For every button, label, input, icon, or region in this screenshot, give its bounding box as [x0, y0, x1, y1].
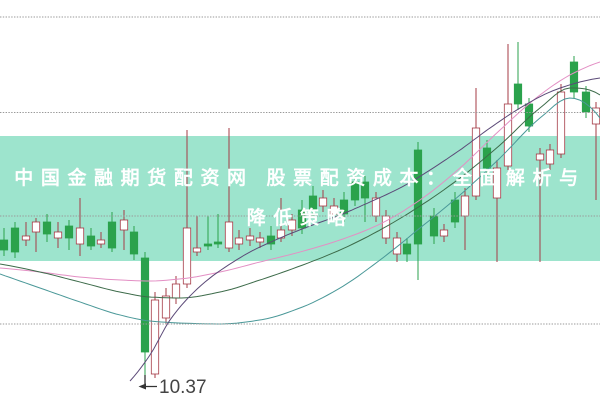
svg-text:10.37: 10.37 [159, 377, 207, 398]
